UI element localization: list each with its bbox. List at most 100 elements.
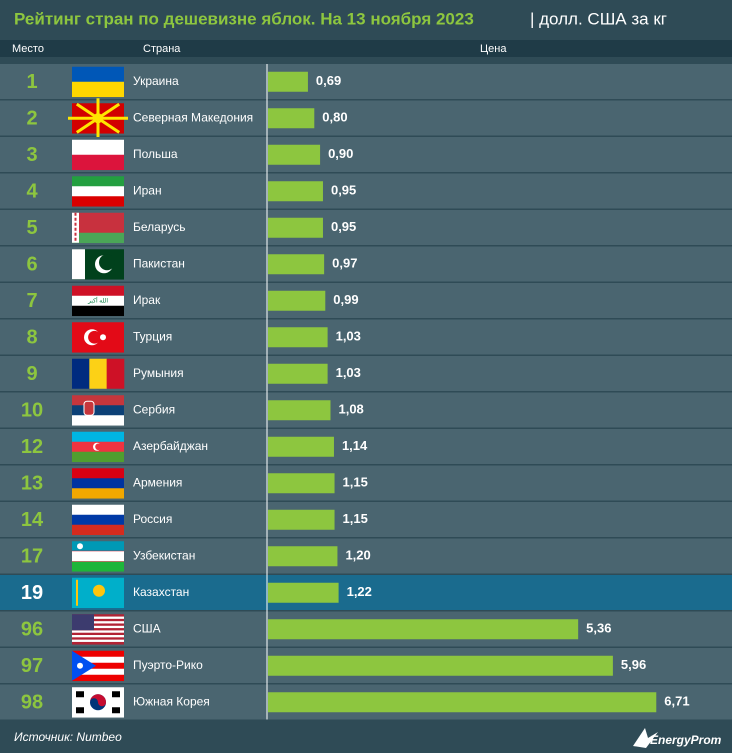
value-label: 0,95	[331, 183, 356, 198]
value-label: 1,03	[336, 329, 361, 344]
flag-part	[72, 478, 124, 489]
flag-part	[72, 358, 90, 389]
bar	[268, 655, 613, 676]
flag-part	[72, 541, 124, 552]
flag-part	[72, 561, 124, 563]
rank: 6	[26, 254, 37, 276]
flag-part	[72, 656, 124, 664]
flag-part	[72, 524, 124, 536]
flag	[72, 249, 124, 280]
header-rank: Место	[12, 43, 44, 55]
flag-part	[72, 561, 124, 572]
flag-part	[72, 305, 124, 317]
bar	[268, 436, 334, 457]
bar	[268, 108, 315, 129]
bar	[268, 254, 325, 275]
value-label: 1,14	[342, 438, 368, 453]
flag-part	[72, 635, 124, 638]
flag	[72, 541, 124, 572]
rank: 13	[21, 473, 43, 495]
flag-part	[72, 650, 96, 681]
bar	[268, 217, 323, 238]
bar	[268, 71, 308, 92]
rank: 2	[26, 108, 37, 130]
flag-part	[112, 691, 120, 698]
flag-part	[72, 668, 124, 676]
flag-part	[72, 504, 124, 516]
country-name: Южная Корея	[133, 694, 210, 708]
flag	[72, 322, 124, 353]
flag: الله أكبر	[72, 285, 124, 317]
flag-part	[77, 543, 83, 550]
chart-subtitle: | долл. США за кг	[530, 9, 667, 28]
value-label: 1,20	[345, 548, 370, 563]
country-name: Беларусь	[133, 220, 185, 234]
rank: 98	[21, 692, 43, 714]
flag-part	[72, 614, 94, 631]
bar	[268, 473, 335, 494]
flag-part	[72, 650, 124, 658]
country-name: Сербия	[133, 402, 175, 416]
country-name: США	[133, 621, 161, 635]
flag-part	[72, 186, 124, 197]
flag-part	[77, 662, 83, 669]
flag-part	[72, 551, 124, 562]
flag-part	[72, 621, 124, 624]
flag-part	[72, 616, 124, 620]
flag-part	[72, 674, 124, 682]
flag	[68, 98, 128, 139]
country-name: Румыния	[133, 366, 184, 380]
flag-part	[72, 451, 124, 463]
brand: EnergyProm	[650, 733, 722, 747]
rank: 12	[21, 436, 43, 458]
rank: 96	[21, 619, 43, 641]
flag-part	[76, 579, 78, 606]
flag-part	[76, 707, 84, 714]
flag	[72, 358, 125, 389]
flag-part	[88, 330, 101, 344]
bar	[268, 619, 579, 640]
value-label: 0,99	[333, 292, 358, 307]
rank: 3	[26, 144, 37, 166]
flag	[72, 468, 124, 499]
flag-part	[72, 614, 124, 617]
flag-part	[90, 694, 106, 707]
flag-part	[72, 415, 124, 426]
bar	[268, 582, 339, 603]
bar	[268, 692, 657, 713]
flag	[72, 139, 124, 171]
flag-part	[100, 334, 106, 341]
flag-part	[95, 443, 102, 451]
flag-part	[72, 232, 124, 244]
country-name: Пуэрто-Рико	[133, 658, 203, 672]
flag-part	[72, 625, 124, 629]
bar	[268, 181, 323, 202]
source: Источник: Numbeo	[14, 730, 122, 744]
rank: 4	[26, 181, 38, 203]
value-label: 0,90	[328, 146, 353, 161]
value-label: 0,80	[322, 110, 347, 125]
flag-part	[72, 623, 124, 627]
flag-part	[89, 358, 107, 389]
country-name: Пакистан	[133, 256, 185, 270]
flag-part	[72, 639, 124, 643]
rank: 10	[21, 400, 43, 422]
rank: 7	[26, 290, 37, 312]
header-bar	[0, 40, 732, 57]
flag-part	[72, 662, 124, 670]
flag-part	[72, 488, 124, 499]
flag	[72, 176, 124, 207]
flag-part	[72, 212, 124, 234]
flag-part	[72, 66, 124, 83]
flag-part	[93, 113, 103, 124]
flag-part	[106, 358, 125, 389]
flag-part	[72, 295, 124, 307]
flag-part	[99, 254, 115, 271]
flag	[72, 577, 124, 609]
rank: 1	[26, 71, 37, 93]
rank: 9	[26, 363, 37, 385]
bar	[268, 327, 328, 348]
flag-part	[72, 618, 124, 622]
value-label: 1,15	[343, 511, 368, 526]
